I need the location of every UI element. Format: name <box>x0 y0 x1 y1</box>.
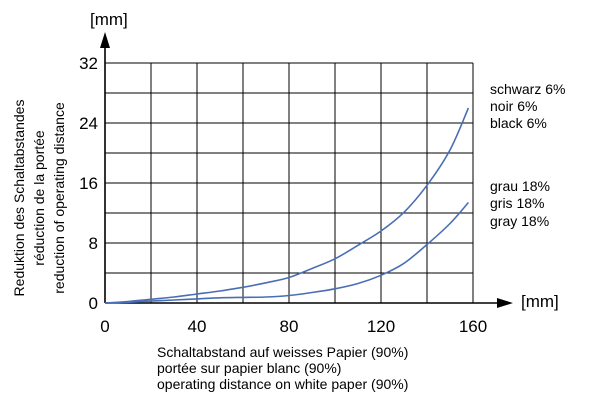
y-tick-label: 24 <box>79 114 98 133</box>
y-tick-label: 8 <box>89 234 98 253</box>
grid <box>104 62 474 304</box>
x-axis-arrowhead <box>497 298 513 308</box>
legend-gray-18: grau 18% gris 18% gray 18% <box>490 178 550 229</box>
legend-black-6: schwarz 6% noir 6% black 6% <box>490 81 565 131</box>
legend-gray-18-line1: grau 18% <box>490 178 550 194</box>
y-axis-label-line1: Reduktion des Schaltabstandes <box>11 100 27 297</box>
y-tick-label: 0 <box>89 294 98 313</box>
y-axis-arrowhead <box>100 32 110 48</box>
x-axis-label-line2: portée sur papier blanc (90%) <box>157 360 341 376</box>
series-line-gray-18 <box>104 201 469 304</box>
tick-labels: 0 40 80 120 160 0 8 16 24 32 <box>79 54 487 336</box>
y-axis-label-line2: réduction de la portée <box>31 130 47 266</box>
x-axis-label-line1: Schaltabstand auf weisses Papier (90%) <box>157 344 408 360</box>
x-tick-label: 80 <box>280 317 299 336</box>
x-axis-label: Schaltabstand auf weisses Papier (90%) p… <box>157 344 408 392</box>
y-tick-label: 16 <box>79 174 98 193</box>
legend-gray-18-line2: gris 18% <box>490 195 544 211</box>
x-axis-label-line3: operating distance on white paper (90%) <box>157 376 408 392</box>
series-line-black-6 <box>104 107 470 304</box>
y-tick-label: 32 <box>79 54 98 73</box>
axes <box>100 32 513 308</box>
legend-gray-18-line3: gray 18% <box>490 213 549 229</box>
x-tick-label: 0 <box>100 317 109 336</box>
x-tick-label: 120 <box>367 317 395 336</box>
legend-black-6-line1: schwarz 6% <box>490 81 565 97</box>
y-axis-label: Reduktion des Schaltabstandes réduction … <box>11 100 67 297</box>
series-lines <box>104 107 470 304</box>
x-unit-label: [mm] <box>521 292 559 311</box>
legend-black-6-line2: noir 6% <box>490 98 537 114</box>
y-unit-label: [mm] <box>90 10 128 29</box>
x-tick-label: 40 <box>188 317 207 336</box>
x-tick-label: 160 <box>459 317 487 336</box>
legend-black-6-line3: black 6% <box>490 115 547 131</box>
y-axis-label-line3: reduction of operating distance <box>51 102 67 294</box>
